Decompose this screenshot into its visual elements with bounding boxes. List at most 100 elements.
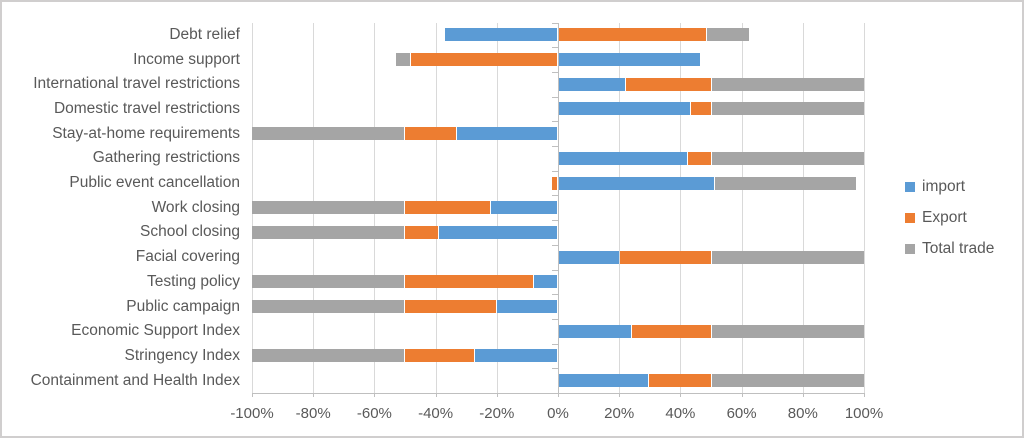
bar-segment-import [533,275,557,289]
category-axis-tick [552,146,558,147]
x-axis-tick [252,393,253,397]
bar-segment-import [559,77,626,91]
x-tick-label: -40% [418,405,454,422]
category-axis-tick [552,294,558,296]
bar-segment-import [490,201,557,215]
legend-label: Total trade [922,240,995,257]
bar-segment-import [559,102,690,116]
x-tick-label: -100% [230,405,274,422]
bar-segment-total-trade [252,127,404,141]
gridline [680,22,682,393]
bar-segment-export [690,102,711,116]
bar-segment-total-trade [252,275,404,289]
bar-segment-import [559,374,649,388]
x-tick-label: -60% [356,405,392,422]
legend-item-total-trade: Total trade [905,240,994,258]
x-tick-label: 40% [665,405,696,422]
x-axis-tick [619,393,621,397]
bar-segment-export [405,201,490,215]
x-axis-tick [680,393,682,397]
bar-segment-total-trade [707,28,750,42]
x-axis-tick [802,393,804,397]
bar-segment-import [559,250,620,264]
category-label: Stay-at-home requirements [52,124,240,142]
bar-segment-export [626,77,711,91]
category-axis-tick [552,195,558,197]
category-label: Containment and Health Index [30,371,240,389]
x-axis-tick [864,393,865,397]
gridline [802,22,804,393]
bar-segment-total-trade [252,300,404,314]
category-axis-line [558,22,559,393]
category-label: Gathering restrictions [92,149,240,167]
value-axis-line [252,393,865,394]
category-label: Income support [133,50,240,68]
category-axis-tick [552,121,558,123]
x-axis-tick [374,393,376,397]
bar-segment-import [444,28,557,42]
bar-segment-total-trade [715,176,857,190]
bar-segment-import [559,151,687,165]
category-label: Economic Support Index [71,322,240,340]
x-axis-tick [496,393,498,397]
legend: import Export Total trade [905,178,994,258]
bar-segment-export [405,300,496,314]
bar-segment-total-trade [712,374,864,388]
bar-segment-export [620,250,711,264]
bar-segment-total-trade [252,201,404,215]
legend-item-export: Export [905,209,994,227]
bar-segment-total-trade [712,250,864,264]
x-tick-label: 80% [787,405,818,422]
x-tick-label: -80% [295,405,331,422]
x-axis-tick [741,393,743,397]
legend-label: import [922,178,966,195]
x-tick-label: -20% [479,405,515,422]
gridline [741,22,743,393]
x-axis-tick [435,393,437,397]
bar-segment-total-trade [252,225,404,239]
bar-segment-total-trade [395,53,411,67]
bar-segment-export [405,225,438,239]
category-axis-tick [552,96,558,98]
legend-item-import: import [905,178,994,196]
category-axis-tick [552,22,558,24]
category-label: Testing policy [146,272,240,290]
bar-segment-total-trade [712,77,864,91]
bar-segment-import [475,349,557,363]
category-label: Domestic travel restrictions [53,99,240,117]
x-axis-tick [313,393,315,397]
category-label: School closing [140,223,240,241]
category-label: Debt relief [169,25,240,43]
bar-segment-total-trade [252,349,404,363]
bar-segment-import [496,300,557,314]
bar-segment-export [632,324,711,338]
category-axis-tick [552,71,558,73]
category-axis-tick [552,244,558,246]
category-label: Facial covering [135,248,240,266]
x-tick-label: 100% [844,405,884,422]
legend-label: Export [922,209,967,226]
bar-segment-import [559,324,632,338]
import-series-swatch-icon [905,182,915,192]
category-axis-tick [552,47,558,49]
bar-segment-export [411,53,557,67]
bar-segment-export [405,275,533,289]
bar-segment-import [559,176,715,190]
category-label: Public event cancellation [69,174,240,192]
total-trade-series-swatch-icon [905,244,915,254]
x-tick-label: 20% [604,405,635,422]
category-axis-tick [552,269,558,271]
bar-segment-total-trade [712,102,864,116]
bar-segment-import [559,53,701,67]
category-label: Stringency Index [124,346,240,364]
bar-segment-import [457,127,557,141]
x-tick-label: 60% [726,405,757,422]
x-tick-label: 0% [547,405,569,422]
bar-segment-export [551,176,557,190]
bar-segment-export [405,127,457,141]
category-label: International travel restrictions [33,75,240,93]
category-axis-tick [552,220,558,222]
export-series-swatch-icon [905,213,915,223]
gridline [864,22,865,393]
